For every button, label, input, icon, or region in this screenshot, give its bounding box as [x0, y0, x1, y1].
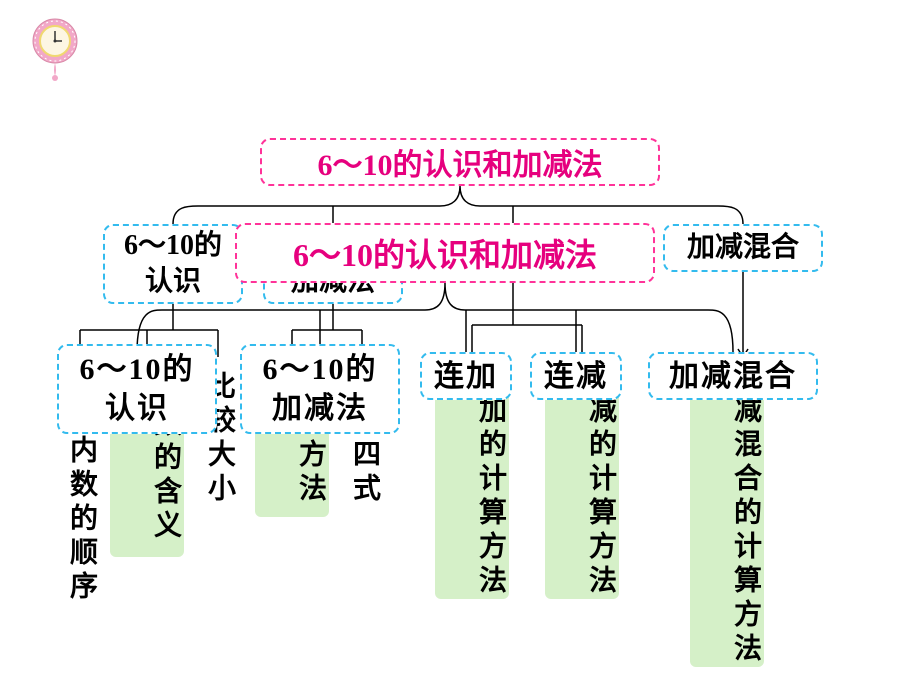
overlay-mid-node-2: 连加: [420, 352, 512, 400]
mid-label-l1: 6～10的: [124, 228, 222, 264]
overlay-mid-node-3: 连减: [530, 352, 622, 400]
overlay-mid-label-l1: 加减混合: [669, 357, 797, 396]
root-label: 6～10的认识和加减法: [318, 140, 603, 184]
overlay-mid-node-0: 6～10的认识: [57, 344, 217, 434]
clock-icon: [30, 18, 80, 83]
overlay-mid-label-l1: 6～10的: [80, 350, 195, 389]
leaf-node-7: 加减混合的计算方法: [690, 357, 764, 667]
overlay-mid-node-1: 6～10的加减法: [240, 344, 400, 434]
overlay-mid-label-l1: 连加: [434, 357, 498, 396]
overlay-mid-label-l1: 6～10的: [263, 350, 378, 389]
overlay-mid-label-l2: 加减法: [272, 389, 368, 428]
mid-label-l1: 加减混合: [687, 230, 799, 266]
mid-label-l2: 认识: [145, 264, 201, 300]
overlay-mid-label-l1: 连减: [544, 357, 608, 396]
leaf-label: 加减混合的计算方法: [726, 361, 764, 667]
mid-node-3: 加减混合: [663, 224, 823, 272]
mid-node-0: 6～10的认识: [103, 224, 243, 304]
overlay-mid-node-4: 加减混合: [648, 352, 818, 400]
overlay-root-node: 6～10的认识和加减法: [235, 223, 655, 283]
overlay-mid-label-l2: 认识: [105, 389, 169, 428]
overlay-root-label: 6～10的认识和加减法: [293, 230, 597, 276]
root-node: 6～10的认识和加减法: [260, 138, 660, 186]
